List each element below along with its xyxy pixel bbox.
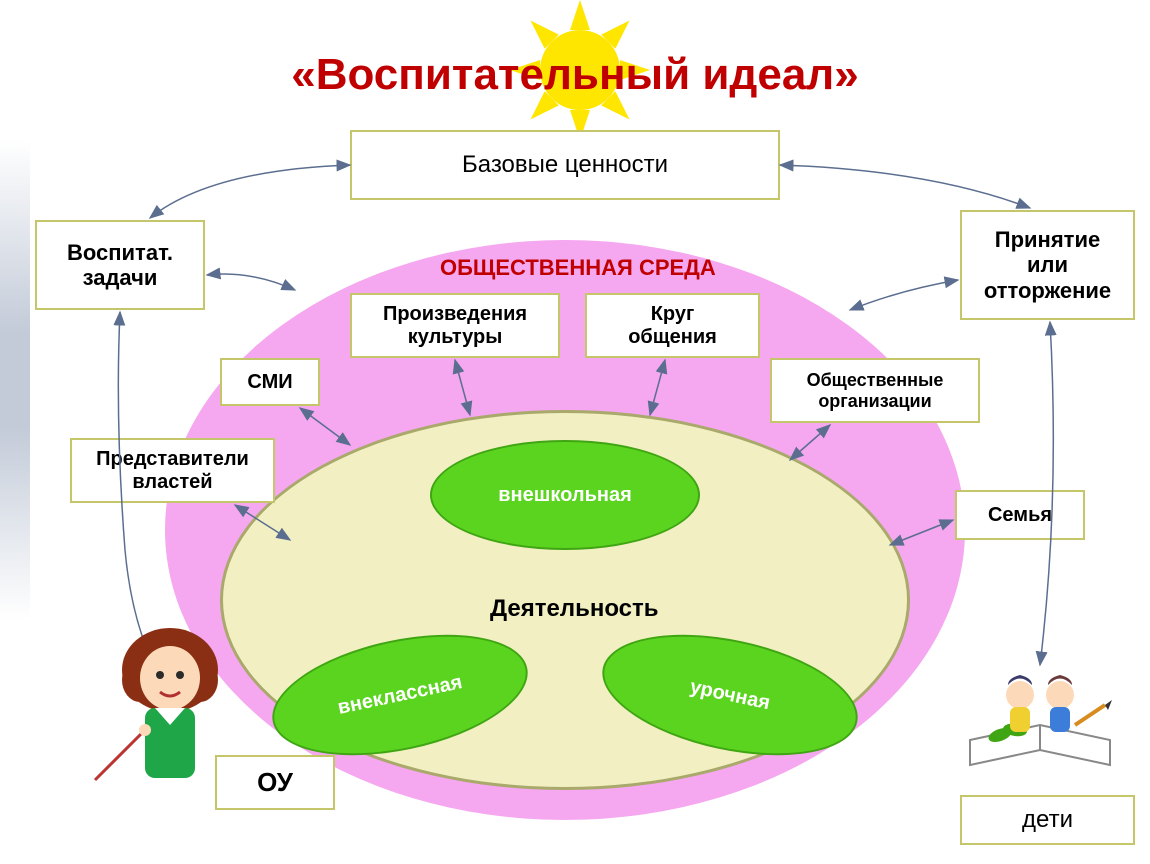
acceptance-box: Принятие или отторжение	[960, 210, 1135, 320]
children-icon	[960, 670, 1120, 780]
decorative-band	[0, 140, 30, 620]
family-label: Семья	[988, 504, 1052, 527]
family-box: Семья	[955, 490, 1085, 540]
activity-out-class-label: внеклассная	[336, 671, 465, 720]
orgs-label: Общественные организации	[807, 370, 944, 411]
circle-box: Круг общения	[585, 293, 760, 358]
circle-label: Круг общения	[628, 303, 717, 349]
gov-box: Представители властей	[70, 438, 275, 503]
gov-label: Представители властей	[96, 448, 249, 494]
educational-tasks-box: Воспитат. задачи	[35, 220, 205, 310]
culture-label: Произведения культуры	[383, 303, 527, 349]
activity-out-school-label: внешкольная	[498, 484, 632, 507]
ou-label: ОУ	[257, 768, 293, 798]
basic-values-label: Базовые ценности	[462, 151, 668, 179]
acceptance-label: Принятие или отторжение	[984, 227, 1111, 303]
orgs-box: Общественные организации	[770, 358, 980, 423]
culture-box: Произведения культуры	[350, 293, 560, 358]
smi-label: СМИ	[247, 371, 292, 394]
children-label: дети	[1022, 806, 1073, 834]
activity-label: Деятельность	[490, 595, 659, 623]
children-box: дети	[960, 795, 1135, 845]
activity-lesson-label: урочная	[688, 675, 772, 714]
educational-tasks-label: Воспитат. задачи	[67, 240, 173, 291]
environment-label: ОБЩЕСТВЕННАЯ СРЕДА	[440, 255, 716, 281]
activity-out-school: внешкольная	[430, 440, 700, 550]
basic-values-box: Базовые ценности	[350, 130, 780, 200]
smi-box: СМИ	[220, 358, 320, 406]
page-title: «Воспитательный идеал»	[75, 50, 1075, 100]
ou-box: ОУ	[215, 755, 335, 810]
